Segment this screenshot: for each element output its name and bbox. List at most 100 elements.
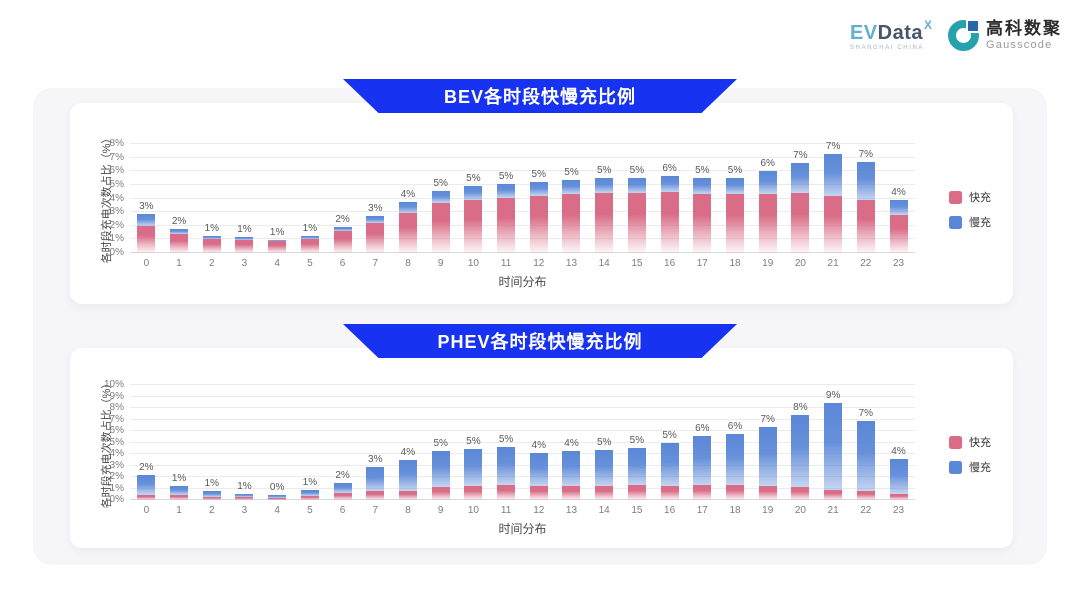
bar-value-label: 4% (400, 189, 416, 200)
bar-segment-fast (235, 497, 254, 500)
bar-segment-slow (595, 178, 614, 193)
bar-column: 1% (195, 144, 228, 253)
y-tick-label: 1% (109, 482, 124, 494)
gausscode-cn-text: 高科数聚 (986, 19, 1062, 39)
stacked-bar-0: 2% (137, 462, 156, 500)
y-tick-label: 1% (109, 233, 124, 245)
gridline (130, 407, 915, 408)
slow-charge-swatch (949, 460, 962, 474)
stacked-bar-19: 6% (758, 158, 777, 253)
x-tick-label: 18 (729, 258, 741, 269)
bar-value-label: 4% (891, 187, 906, 198)
bar-value-label: 7% (793, 150, 808, 161)
bar-column: 4% (392, 385, 425, 500)
x-tick-label: 11 (500, 505, 512, 516)
bar-column: 3% (359, 144, 392, 253)
bar-segment-fast (497, 198, 516, 253)
bar-value-label: 5% (498, 434, 514, 445)
x-tick-label: 1 (176, 258, 182, 269)
bar-value-label: 7% (825, 141, 841, 152)
gausscode-en-text: Gausscode (986, 38, 1053, 51)
stacked-bar-15: 5% (627, 165, 646, 253)
bar-segment-fast (300, 496, 319, 500)
bar-segment-slow (726, 178, 744, 194)
bar-segment-slow (333, 227, 352, 231)
stacked-bar-2: 1% (202, 478, 221, 500)
x-tick-label: 10 (467, 505, 479, 516)
bar-column: 1% (228, 385, 261, 500)
x-tick-label: 9 (437, 258, 444, 269)
bar-segment-slow (497, 447, 516, 485)
bar-column: 1% (261, 144, 294, 253)
bar-segment-slow (889, 459, 908, 494)
stacked-bar-21: 7% (824, 141, 843, 253)
stacked-bar-11: 5% (497, 434, 516, 500)
bar-segment-slow (202, 236, 221, 239)
bar-segment-fast (726, 485, 744, 500)
bar-segment-fast (366, 491, 385, 500)
bar-column: 5% (522, 144, 555, 253)
x-tick-label: 6 (339, 505, 346, 516)
x-tick-label: 19 (762, 258, 774, 269)
bar-value-label: 1% (302, 477, 318, 488)
stacked-bar-16: 6% (660, 163, 679, 253)
bar-segment-slow (660, 176, 679, 192)
bar-segment-fast (791, 193, 810, 253)
evdata-wordmark: EV Data X (849, 19, 932, 44)
legend-item-fast[interactable]: 快充 (949, 189, 991, 205)
x-tick-label: 0 (143, 258, 150, 269)
bar-segment-slow (595, 450, 614, 486)
slow-charge-swatch (949, 215, 962, 229)
x-tick-label: 15 (631, 258, 643, 269)
gridline (130, 464, 915, 466)
x-tick-label: 4 (274, 258, 280, 269)
bar-column: 6% (751, 144, 784, 253)
slow-charge-label: 慢充 (969, 462, 991, 474)
bar-segment-slow (824, 154, 843, 196)
evdata-ev-text: EV (849, 22, 878, 44)
bar-segment-fast (595, 486, 614, 500)
bar-column: 5% (653, 385, 686, 500)
bar-column: 5% (457, 144, 490, 253)
bar-value-label: 5% (531, 169, 547, 180)
y-tick-label: 0% (109, 247, 124, 258)
bar-column: 5% (719, 144, 752, 253)
bar-value-label: 5% (433, 178, 448, 189)
bar-column: 5% (686, 144, 719, 253)
y-tick-label: 8% (109, 138, 124, 149)
stacked-bar-9: 5% (431, 438, 450, 500)
legend-item-slow[interactable]: 慢充 (949, 459, 991, 475)
bar-segment-fast (464, 200, 483, 253)
phev-title: PHEV各时段快慢充比例 (437, 332, 643, 352)
y-tick-label: 7% (109, 413, 124, 425)
bar-segment-slow (366, 467, 385, 491)
bar-segment-fast (137, 226, 156, 253)
y-tick-label: 3% (109, 459, 124, 471)
bar-segment-slow (366, 216, 385, 223)
y-tick-label: 6% (109, 165, 124, 177)
x-tick-label: 10 (467, 258, 479, 269)
bar-column: 1% (195, 385, 228, 500)
stacked-bar-10: 5% (464, 436, 483, 500)
legend-item-slow[interactable]: 慢充 (949, 214, 991, 230)
x-tick-label: 17 (696, 505, 708, 516)
bar-segment-fast (333, 493, 352, 500)
bar-segment-fast (497, 485, 516, 500)
bar-value-label: 3% (139, 201, 154, 212)
bar-column: 6% (653, 144, 686, 253)
legend-item-fast[interactable]: 快充 (949, 434, 991, 450)
phev-plot-area: 0% 1% 2% 3% 4% 5% 6% 7% 8% 9% 10% 2% 1% 1% 1% 0% 1% 2% 3% 4… (104, 379, 915, 516)
bar-column: 7% (817, 141, 850, 253)
x-axis-ticks: 0 1 2 3 4 5 6 7 8 9 10 11 12 13 14 15 16 17 18 19 20 21 22 23 (130, 258, 915, 269)
bar-segment-fast (824, 196, 843, 253)
bar-column: 3% (130, 144, 163, 253)
x-tick-label: 7 (372, 258, 379, 269)
bar-column: 3% (359, 385, 392, 500)
bar-column: 5% (424, 385, 457, 500)
bar-value-label: 4% (564, 438, 579, 449)
evdata-data-text: Data (877, 22, 923, 44)
bar-value-label: 1% (171, 473, 187, 484)
bar-value-label: 0% (269, 482, 285, 493)
bar-column: 5% (621, 144, 654, 253)
bar-segment-fast (170, 495, 189, 500)
